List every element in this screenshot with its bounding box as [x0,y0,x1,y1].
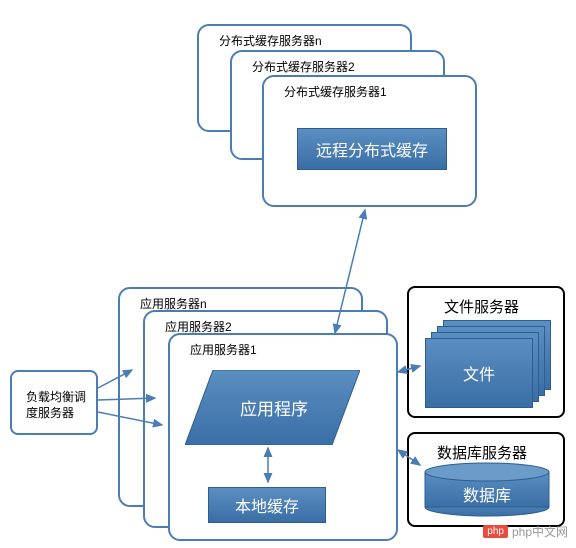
db-server-title: 数据库服务器 [437,442,527,463]
cache-server-2-label: 分布式缓存服务器2 [252,58,355,75]
remote-cache-banner: 远程分布式缓存 [297,128,447,170]
app-text: 应用程序 [240,395,308,420]
db-text: 数据库 [463,482,511,506]
cache-server-n-label: 分布式缓存服务器n [219,32,322,49]
lb-line2: 度服务器 [26,404,74,421]
remote-cache-text: 远程分布式缓存 [316,137,428,161]
load-balancer: 负载均衡调 度服务器 [10,370,98,435]
watermark: php php中文网 [483,523,568,540]
lb-line1: 负载均衡调 [26,388,86,405]
local-cache-text: 本地缓存 [235,493,299,517]
local-cache-banner: 本地缓存 [208,487,326,523]
file-server-title: 文件服务器 [444,296,519,317]
app-server-1-label: 应用服务器1 [190,341,257,358]
file-text: 文件 [463,361,495,385]
cache-server-1-label: 分布式缓存服务器1 [284,83,387,100]
